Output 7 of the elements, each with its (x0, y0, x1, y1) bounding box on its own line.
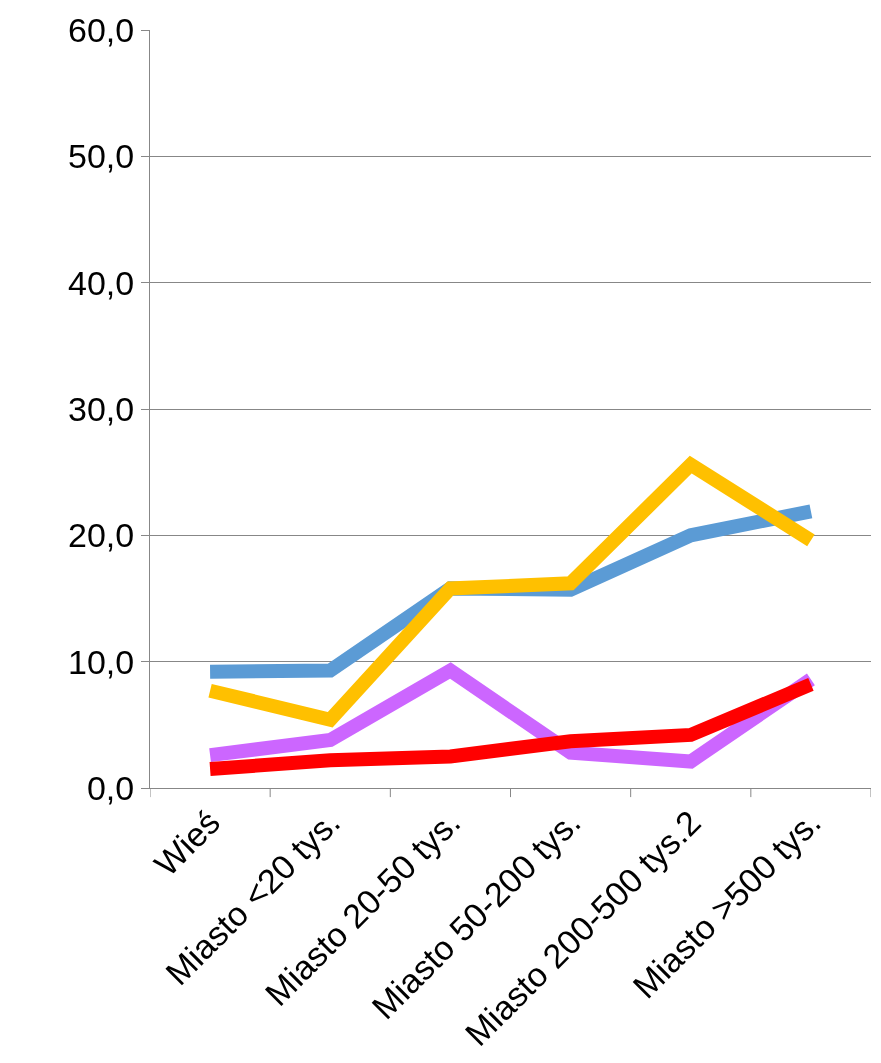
y-tick-label: 60,0 (68, 10, 135, 49)
y-tick-label: 40,0 (68, 263, 135, 302)
y-tick-label: 50,0 (68, 137, 135, 176)
y-tick-label: 30,0 (68, 389, 135, 428)
y-tick-label: 20,0 (68, 516, 135, 555)
y-tick-label: 0,0 (86, 768, 135, 807)
y-tick-label: 10,0 (68, 642, 135, 681)
